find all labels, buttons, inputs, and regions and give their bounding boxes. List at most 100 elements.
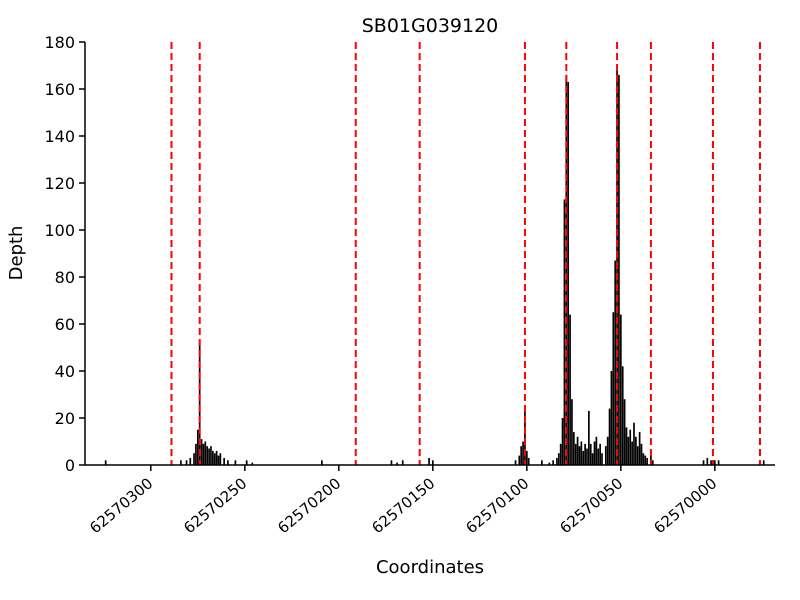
depth-bar xyxy=(200,439,203,465)
depth-bar xyxy=(217,455,220,465)
depth-bar xyxy=(559,443,562,465)
depth-bar xyxy=(614,260,617,465)
depth-bar xyxy=(514,460,517,465)
y-tick-label: 0 xyxy=(65,456,75,475)
depth-bar xyxy=(223,457,225,465)
vlines-group xyxy=(170,42,761,465)
x-tick-label: 62570150 xyxy=(368,474,438,537)
depth-bar xyxy=(635,436,637,465)
depth-bar xyxy=(574,443,577,465)
depth-bar xyxy=(621,366,624,465)
depth-bar xyxy=(219,453,222,465)
depth-bar xyxy=(608,408,611,465)
y-tick-label: 100 xyxy=(44,221,75,240)
depth-bar xyxy=(618,74,620,466)
depth-bar xyxy=(390,460,393,465)
depth-bar xyxy=(706,457,709,465)
depth-bar xyxy=(604,446,607,465)
depth-bar xyxy=(193,453,195,465)
depth-bar xyxy=(591,453,594,465)
depth-bar xyxy=(651,460,654,465)
depth-bar xyxy=(212,450,214,465)
depth-bar xyxy=(520,446,523,465)
depth-bar xyxy=(204,441,207,465)
depth-bar xyxy=(623,399,626,465)
depth-bar xyxy=(567,81,570,465)
depth-bar xyxy=(556,457,558,465)
depth-bar xyxy=(625,427,628,465)
depth-bar xyxy=(208,448,210,465)
depth-bar xyxy=(206,446,209,465)
depth-bar xyxy=(595,436,598,465)
x-tick-label: 62570100 xyxy=(462,474,532,537)
y-tick-label: 160 xyxy=(44,80,75,99)
depth-bar xyxy=(642,453,645,465)
depth-bar xyxy=(762,460,765,465)
depth-bar xyxy=(185,460,188,465)
depth-bar xyxy=(578,446,581,465)
depth-bar xyxy=(195,443,197,465)
depth-bar xyxy=(401,460,404,465)
depth-bar xyxy=(713,460,716,465)
depth-bar xyxy=(588,410,590,465)
x-tick-label: 62570250 xyxy=(180,474,250,537)
x-axis-label: Coordinates xyxy=(376,557,484,578)
depth-bar xyxy=(431,460,434,465)
y-tick-label: 40 xyxy=(55,362,75,381)
depth-bar xyxy=(561,418,564,465)
depth-bar xyxy=(527,457,530,465)
y-axis-label: Depth xyxy=(6,226,27,281)
bars-group xyxy=(104,70,765,466)
depth-bar xyxy=(629,429,632,465)
depth-bar xyxy=(213,453,216,465)
depth-bar xyxy=(610,371,613,465)
depth-bar xyxy=(321,460,323,465)
depth-bar xyxy=(589,443,592,465)
depth-bar xyxy=(710,460,712,465)
depth-bar xyxy=(552,460,554,465)
depth-bar xyxy=(189,457,192,465)
depth-bar xyxy=(631,441,633,465)
depth-bar xyxy=(210,446,212,465)
depth-bar xyxy=(576,436,579,465)
depth-bar xyxy=(580,441,583,465)
depth-bar xyxy=(196,429,199,465)
depth-bar xyxy=(569,314,571,465)
depth-bar xyxy=(612,312,615,465)
depth-bar xyxy=(619,314,622,465)
depth-bar xyxy=(522,441,524,465)
y-tick-label: 180 xyxy=(44,33,75,52)
y-tick-label: 20 xyxy=(55,409,75,428)
depth-bar xyxy=(627,436,630,465)
depth-bar xyxy=(572,432,575,465)
depth-bar xyxy=(524,410,526,465)
x-tick-label: 62570300 xyxy=(86,474,156,537)
chart-title: SB01G039120 xyxy=(362,15,499,37)
y-tick-label: 120 xyxy=(44,174,75,193)
axes-group: 0 20 40 60 80 100 120 140 160 180 62570300 62570250… xyxy=(44,33,775,537)
depth-bar xyxy=(702,460,705,465)
depth-bar xyxy=(638,432,641,465)
x-tick-label: 62570200 xyxy=(274,474,344,537)
plot-area: 0 20 40 60 80 100 120 140 160 180 62570300 62570250… xyxy=(44,33,775,537)
depth-bar xyxy=(428,457,430,465)
y-tick-label: 80 xyxy=(55,268,75,287)
depth-bar xyxy=(593,441,596,465)
depth-bar xyxy=(563,199,566,465)
depth-bar xyxy=(396,462,398,465)
depth-bar xyxy=(251,462,254,465)
depth-bar xyxy=(644,455,647,465)
depth-bar xyxy=(717,460,720,465)
depth-bar xyxy=(198,342,201,465)
depth-bar xyxy=(234,460,237,465)
depth-bar xyxy=(525,450,528,465)
depth-bar xyxy=(557,453,560,465)
depth-bar xyxy=(582,450,585,465)
depth-bar xyxy=(633,422,635,465)
x-tick-label: 62570050 xyxy=(556,474,626,537)
depth-bar xyxy=(104,460,107,465)
x-tick-label: 62570000 xyxy=(650,474,720,537)
depth-bar xyxy=(599,443,601,465)
